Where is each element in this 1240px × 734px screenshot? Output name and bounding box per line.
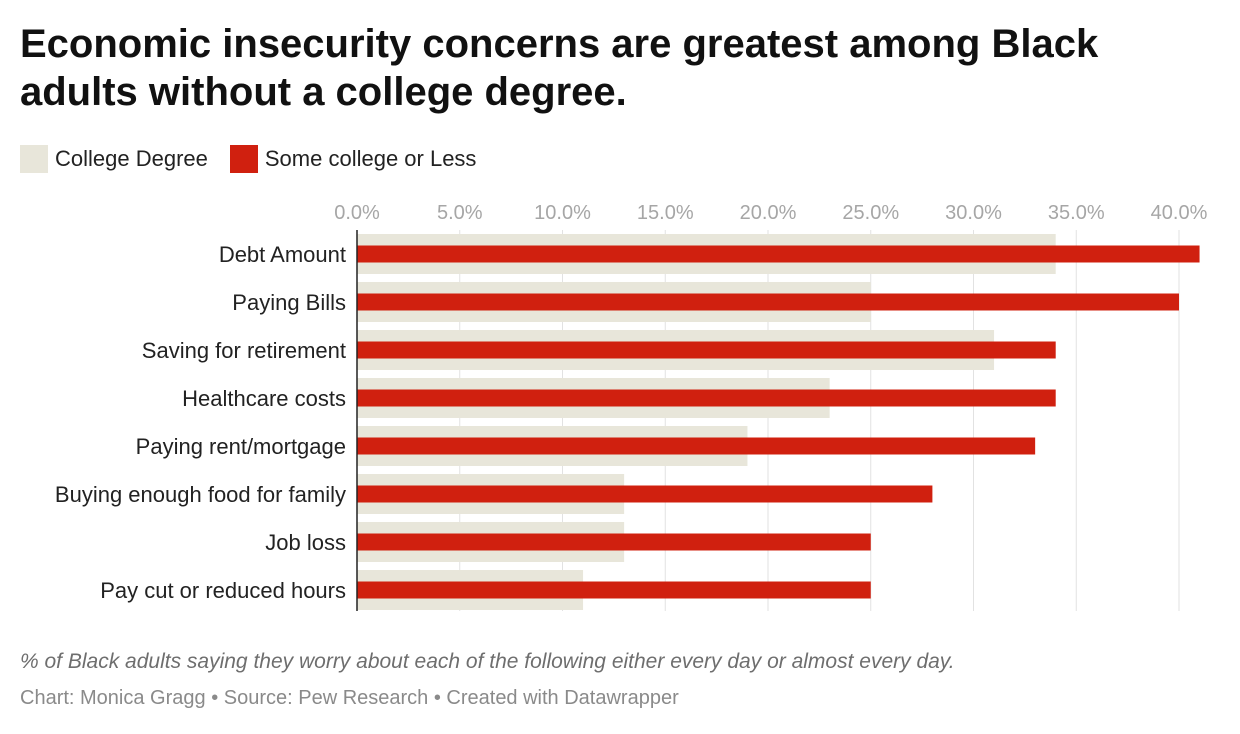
legend-label-some-college-or-less: Some college or Less xyxy=(264,146,477,171)
chart-credits: Chart: Monica Gragg • Source: Pew Resear… xyxy=(20,687,679,709)
bar-some-college-or-less-job-loss xyxy=(357,533,871,551)
legend-label-college-degree: College Degree xyxy=(55,146,208,171)
x-tick-20-0: 20.0% xyxy=(740,202,797,224)
bar-chart: 0.0% 5.0% 10.0% 15.0% 20.0% 25.0% 30.0% 35.0% 40… xyxy=(55,202,1208,611)
legend-item-college-degree: College Degree xyxy=(20,145,208,173)
x-tick-0-0: 0.0% xyxy=(334,202,380,224)
x-tick-35-0: 35.0% xyxy=(1048,202,1105,224)
x-tick-40-0: 40.0% xyxy=(1151,202,1208,224)
x-tick-30-0: 30.0% xyxy=(945,202,1002,224)
category-label-pay-cut-or-reduced-hours: Pay cut or reduced hours xyxy=(100,578,346,603)
legend-item-some-college-or-less: Some college or Less xyxy=(229,145,477,173)
category-label-paying-rent-mortgage: Paying rent/mortgage xyxy=(136,434,346,459)
bar-some-college-or-less-debt-amount xyxy=(357,245,1200,263)
category-label-debt-amount: Debt Amount xyxy=(219,242,346,267)
category-label-buying-enough-food-for-family: Buying enough food for family xyxy=(55,482,346,507)
legend-swatch-college-degree xyxy=(20,145,48,173)
x-tick-15-0: 15.0% xyxy=(637,202,694,224)
legend: College Degree Some college or Less xyxy=(20,144,498,174)
bar-some-college-or-less-paying-bills xyxy=(357,293,1179,311)
bar-some-college-or-less-pay-cut-or-reduced-hours xyxy=(357,581,871,599)
chart-title: Economic insecurity concerns are greates… xyxy=(20,22,1099,114)
x-tick-10-0: 10.0% xyxy=(534,202,591,224)
legend-swatch-some-college-or-less xyxy=(229,145,258,173)
x-tick-5-0: 5.0% xyxy=(437,202,483,224)
category-label-saving-for-retirement: Saving for retirement xyxy=(142,338,346,363)
category-label-healthcare-costs: Healthcare costs xyxy=(182,386,346,411)
category-label-paying-bills: Paying Bills xyxy=(232,290,346,315)
x-tick-25-0: 25.0% xyxy=(842,202,899,224)
bar-some-college-or-less-healthcare-costs xyxy=(357,389,1056,407)
bar-some-college-or-less-saving-for-retirement xyxy=(357,341,1056,359)
chart-subtitle: % of Black adults saying they worry abou… xyxy=(20,650,955,673)
bar-some-college-or-less-buying-enough-food-for-family xyxy=(357,485,933,503)
bar-some-college-or-less-paying-rent-mortgage xyxy=(357,437,1036,455)
category-label-job-loss: Job loss xyxy=(265,530,346,555)
